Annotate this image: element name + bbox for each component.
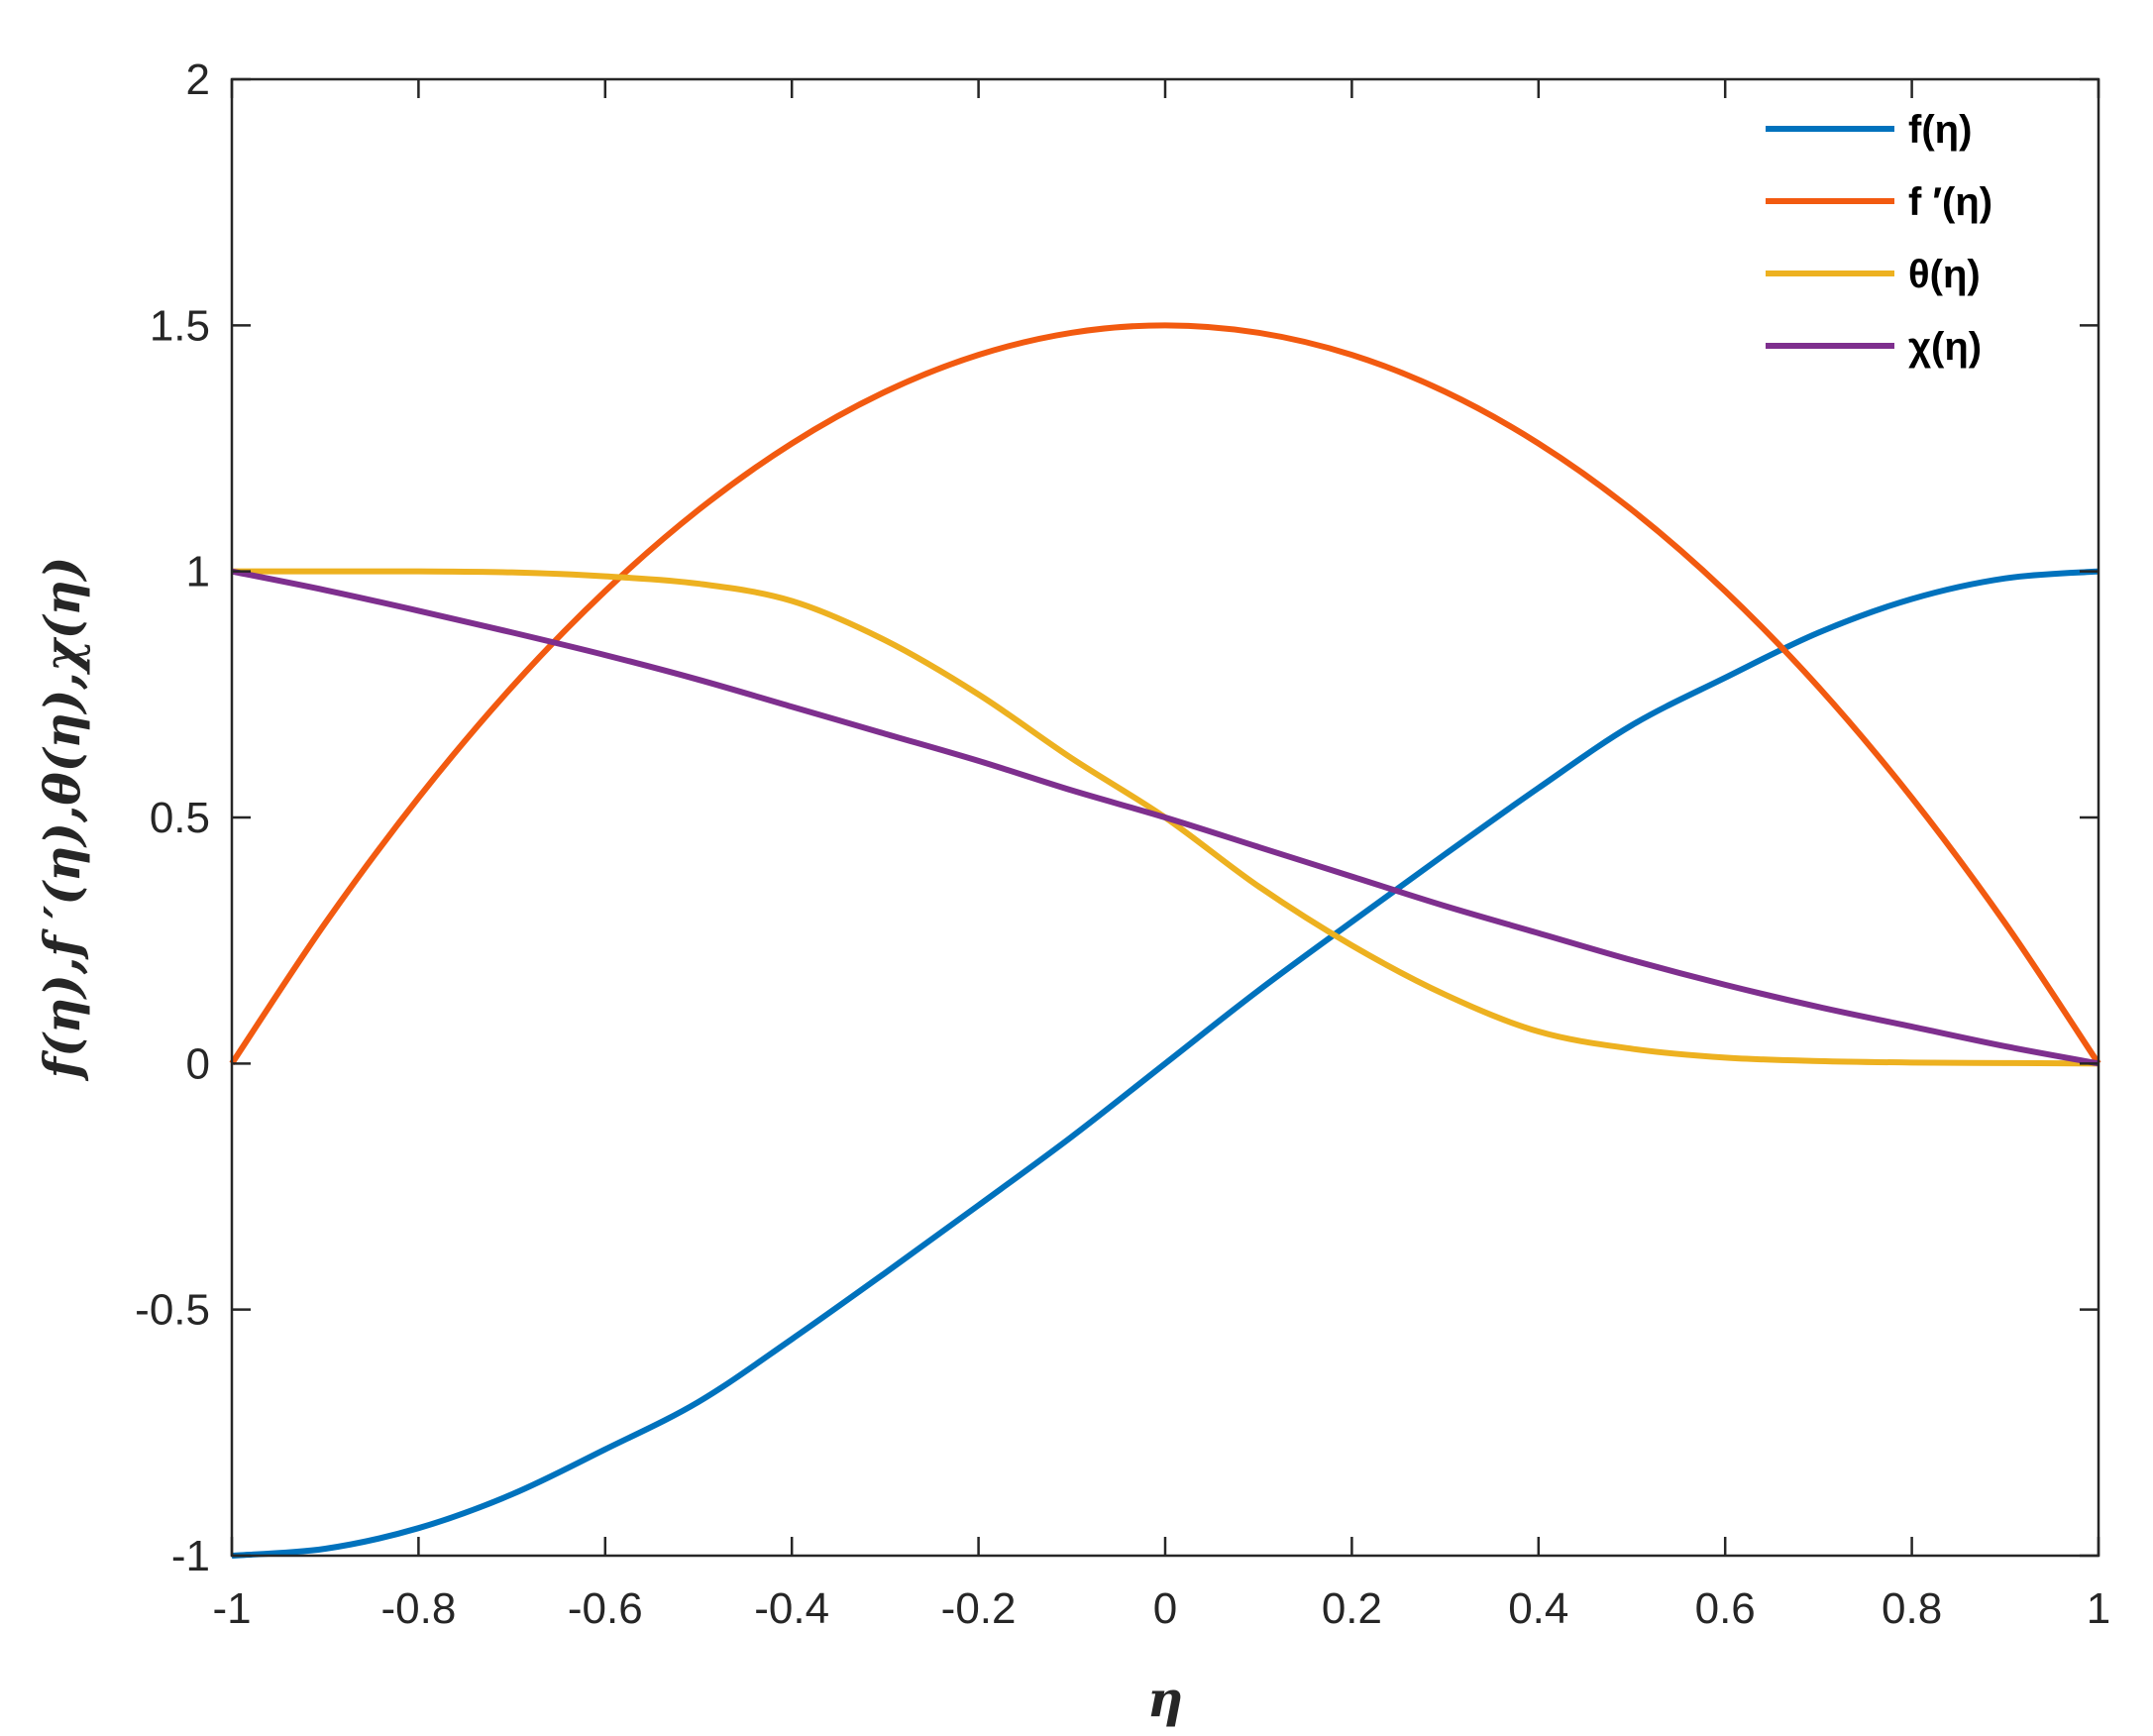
legend-label-4: χ(η) [1908,325,1982,369]
x-tick-label: -0.4 [754,1584,829,1633]
y-tick-label: -0.5 [135,1286,210,1335]
x-tick-label: 0.8 [1882,1584,1942,1633]
x-tick-label: 0.2 [1322,1584,1382,1633]
legend-label-3: θ(η) [1908,253,1981,296]
x-axis-ticks: -1 -0.8 -0.6 -0.4 -0.2 0 0.2 0.4 0.6 0.8 1 [212,79,2110,1633]
x-tick-label: 0.6 [1695,1584,1756,1633]
y-tick-label: -1 [171,1532,210,1580]
y-tick-label: 0.5 [150,794,210,842]
x-tick-label: -1 [212,1584,251,1633]
series-layer [229,322,2101,1559]
y-tick-label: 2 [186,55,210,104]
x-tick-label: 0 [1153,1584,1177,1633]
legend-label-2: f ′(η) [1908,180,1992,224]
y-axis-ticks: -1 -0.5 0 0.5 1 1.5 2 [135,55,2099,1580]
x-tick-label: -0.2 [941,1584,1017,1633]
legend: f(η) f ′(η) θ(η) χ(η) [1766,108,1992,369]
x-tick-label: 1 [2087,1584,2110,1633]
series-line-1 [231,568,2099,1559]
series-line-2 [229,322,2101,1065]
x-tick-label: 0.4 [1508,1584,1568,1633]
y-tick-label: 1 [186,548,210,597]
x-axis-label: η [1147,1670,1183,1728]
x-tick-label: -0.6 [568,1584,643,1633]
y-tick-label: 0 [186,1039,210,1088]
series-line-4 [231,568,2099,1067]
y-tick-label: 1.5 [150,301,210,350]
legend-label-1: f(η) [1908,108,1972,152]
x-tick-label: -0.8 [380,1584,456,1633]
y-axis-label: f(η),f ′(η),θ(η),χ(η) [33,557,91,1082]
